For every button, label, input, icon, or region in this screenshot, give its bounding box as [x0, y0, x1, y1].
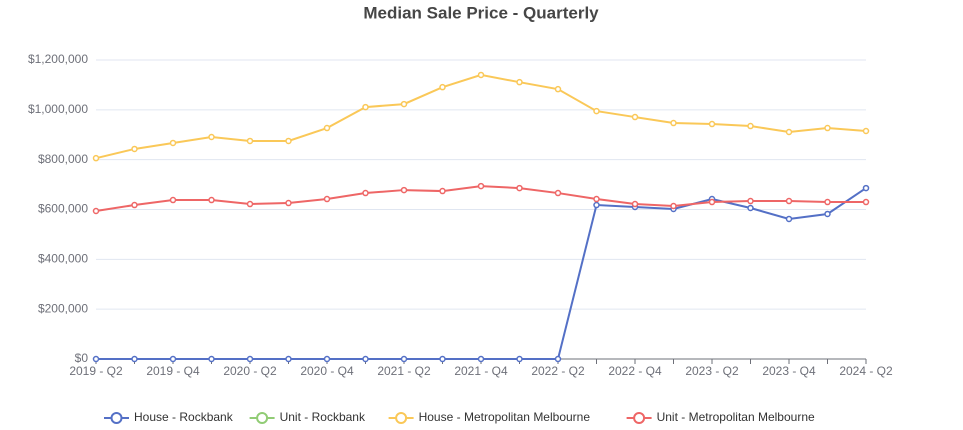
x-tick-label: 2020 - Q2: [223, 364, 277, 378]
point: [439, 83, 446, 91]
point: [747, 197, 754, 205]
point: [670, 119, 677, 127]
legend-label: Unit - Rockbank: [280, 410, 366, 424]
x-tick-label: 2023 - Q4: [762, 364, 816, 378]
point: [439, 355, 446, 363]
point: [285, 199, 292, 207]
x-tick-label: 2021 - Q4: [454, 364, 508, 378]
point: [246, 200, 254, 208]
point: [169, 355, 177, 363]
point: [631, 113, 639, 121]
point: [362, 189, 369, 197]
point: [708, 198, 716, 206]
point: [169, 196, 177, 204]
point: [785, 215, 793, 223]
point: [208, 133, 215, 141]
point: [131, 145, 138, 153]
point: [285, 355, 292, 363]
point: [477, 182, 485, 190]
point: [593, 195, 600, 203]
point: [708, 120, 716, 128]
x-tick-label: 2019 - Q4: [146, 364, 200, 378]
point: [516, 184, 523, 192]
y-tick-label: $400,000: [38, 252, 88, 266]
point: [208, 355, 215, 363]
point: [516, 355, 523, 363]
point: [323, 355, 331, 363]
point: [285, 137, 292, 145]
point: [824, 124, 831, 132]
point: [131, 201, 138, 209]
legend-marker: [395, 412, 408, 424]
x-tick-label: 2023 - Q2: [685, 364, 739, 378]
point: [400, 100, 408, 108]
point: [131, 355, 138, 363]
point: [439, 187, 446, 195]
point: [747, 122, 754, 130]
point: [92, 355, 100, 363]
point: [400, 355, 408, 363]
y-tick-label: $1,200,000: [28, 52, 88, 66]
point: [862, 198, 870, 206]
point: [631, 200, 639, 208]
x-tick-label: 2021 - Q2: [377, 364, 431, 378]
point: [323, 124, 331, 132]
x-tick-label: 2024 - Q2: [839, 364, 893, 378]
point: [593, 107, 600, 115]
point: [824, 198, 831, 206]
x-tick-label: 2022 - Q2: [531, 364, 585, 378]
point: [400, 186, 408, 194]
point: [862, 127, 870, 135]
legend-marker: [110, 412, 123, 424]
point: [246, 137, 254, 145]
point: [323, 195, 331, 203]
point: [670, 202, 677, 210]
legend-label: House - Rockbank: [134, 410, 234, 424]
point: [362, 103, 369, 111]
point: [862, 184, 870, 192]
point: [246, 355, 254, 363]
legend-label: House - Metropolitan Melbourne: [419, 410, 591, 424]
x-tick-label: 2019 - Q2: [69, 364, 123, 378]
point: [824, 210, 831, 218]
point: [554, 355, 562, 363]
legend-marker: [633, 412, 646, 424]
point: [208, 196, 215, 204]
point: [477, 71, 485, 79]
x-tick-label: 2022 - Q4: [608, 364, 662, 378]
y-tick-label: $600,000: [38, 202, 88, 216]
point: [785, 197, 793, 205]
y-tick-label: $800,000: [38, 152, 88, 166]
y-tick-label: $200,000: [38, 301, 88, 315]
point: [554, 189, 562, 197]
point: [92, 154, 100, 162]
point: [554, 85, 562, 93]
point: [169, 139, 177, 147]
series-line: [95, 73, 867, 160]
point: [516, 78, 523, 86]
point: [362, 355, 369, 363]
series-line: [96, 187, 867, 360]
point: [92, 207, 100, 215]
y-tick-label: $0: [75, 351, 89, 365]
point: [593, 201, 600, 209]
point: [785, 128, 793, 136]
legend-marker: [256, 412, 269, 424]
x-tick-label: 2020 - Q4: [300, 364, 354, 378]
chart-title: Median Sale Price - Quarterly: [363, 3, 599, 22]
point: [747, 204, 754, 212]
point: [477, 355, 485, 363]
legend-label: Unit - Metropolitan Melbourne: [657, 410, 815, 424]
y-tick-label: $1,000,000: [28, 102, 88, 116]
